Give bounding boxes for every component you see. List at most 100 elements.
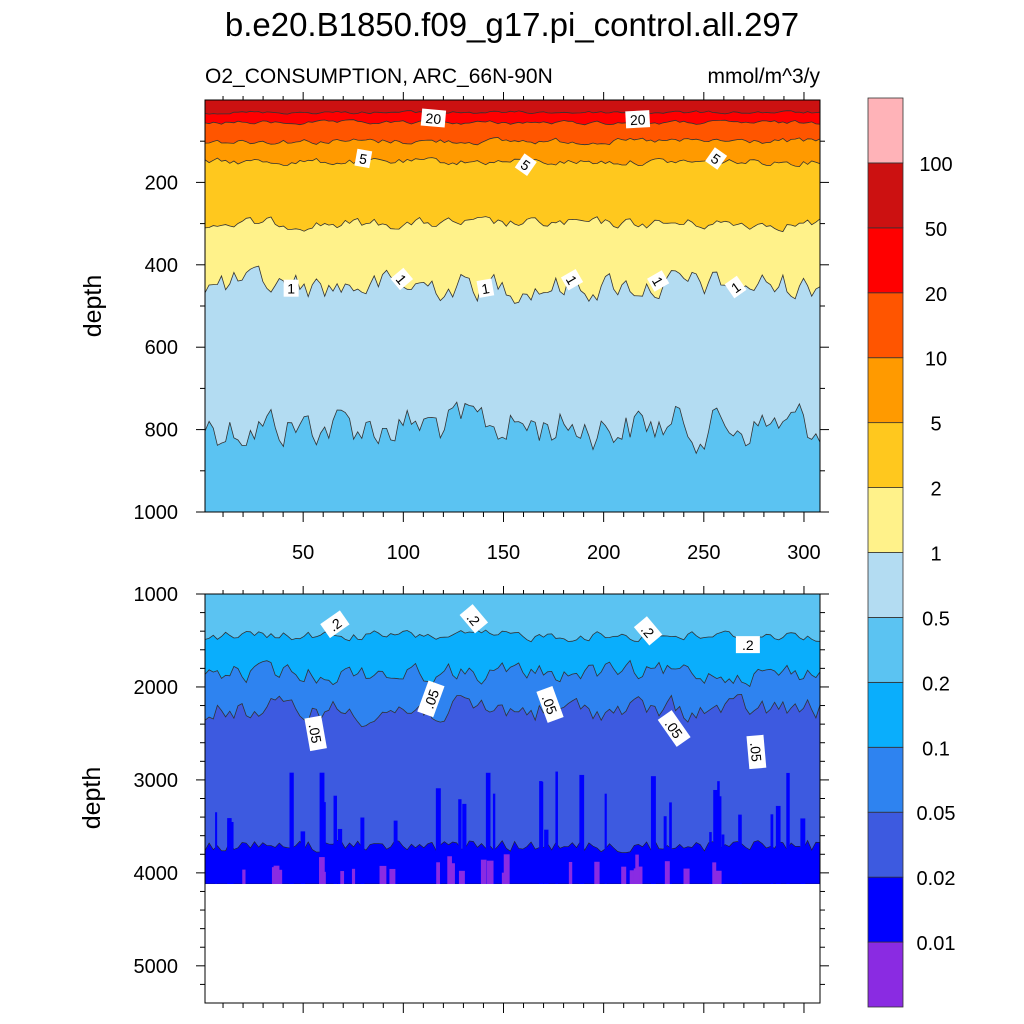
- x-tick-label: 200: [587, 542, 620, 564]
- contour-label: .2: [459, 604, 489, 634]
- contour-label-bg: [459, 604, 489, 634]
- contour-label-text: .2: [742, 637, 754, 653]
- contour-label: 20: [625, 110, 651, 129]
- contour-label: 1: [283, 279, 299, 297]
- lower-spike: [539, 781, 543, 885]
- contour-label: 1: [390, 267, 414, 291]
- lower-spike: [775, 805, 781, 885]
- chart-subtitle-right: mmol/m^3/y: [707, 65, 820, 88]
- contour-label: .05: [536, 686, 564, 723]
- colorbar-label: 5: [930, 414, 941, 436]
- lower-spike: [717, 798, 721, 885]
- lower-spike: [458, 799, 462, 885]
- contour-label-text: 1: [480, 280, 491, 297]
- contour-label-bg: [536, 686, 564, 723]
- lower-spike: [555, 771, 558, 885]
- colorbar-label: 50: [925, 219, 947, 241]
- contour-label-bg: [560, 269, 584, 291]
- lower-band-0.2: [205, 594, 820, 643]
- colorbar: 0.01 0.02 0.05 0.1 0.2 0.5 1 2 5 10 20 50 100: [867, 97, 956, 1008]
- colorbar-swatch: [867, 876, 904, 943]
- contour-label-text: .05: [539, 693, 561, 717]
- lower-blob: [486, 860, 494, 885]
- contour-label-bg: [647, 270, 670, 292]
- contour-label-bg: [417, 680, 445, 718]
- lower-spike: [394, 832, 397, 885]
- y-tick-label: 4000: [134, 863, 179, 885]
- lower-spike: [462, 803, 467, 885]
- lower-blob: [683, 868, 690, 885]
- contour-label-bg: [304, 715, 327, 752]
- y-tick-label: 200: [145, 172, 178, 194]
- contour-label: 1: [560, 269, 584, 291]
- contour-label: .05: [746, 734, 767, 770]
- lower-spike: [360, 817, 365, 885]
- chart-subtitle-left: O2_CONSUMPTION, ARC_66N-90N: [205, 65, 553, 88]
- x-tick-label: 150: [487, 542, 520, 564]
- contour-label-bg: [476, 278, 495, 298]
- y-tick-label: 800: [145, 420, 178, 442]
- colorbar-swatch: [867, 746, 904, 813]
- y-tick-label: 1000: [134, 502, 179, 524]
- colorbar-label: 0.5: [922, 608, 950, 630]
- colorbar-swatch: [867, 227, 904, 294]
- colorbar-swatch: [867, 681, 904, 748]
- lower-spike: [663, 816, 667, 885]
- lower-spike: [709, 832, 712, 885]
- chart-title: b.e20.B1850.f09_g17.pi_control.all.297: [225, 6, 799, 43]
- lower-spike: [321, 802, 326, 885]
- colorbar-label: 0.01: [917, 933, 956, 955]
- contour-label-bg: [625, 110, 651, 129]
- contour-label: 5: [354, 148, 373, 169]
- colorbar-swatch: [867, 811, 904, 878]
- contour-label: .05: [304, 715, 327, 752]
- colorbar-label: 10: [925, 349, 947, 371]
- lower-blob: [568, 861, 573, 885]
- contour-label-bg: [420, 108, 447, 128]
- lower-spike: [435, 788, 441, 885]
- colorbar-label: 0.1: [922, 738, 950, 760]
- contour-label-bg: [657, 710, 691, 747]
- contour-label-bg: [735, 636, 760, 654]
- colorbar-label: 0.05: [917, 803, 956, 825]
- contour-label-bg: [320, 610, 350, 639]
- x-tick-label: 300: [787, 542, 820, 564]
- contour-label-text: .05: [747, 742, 765, 763]
- lower-spike: [721, 834, 725, 885]
- lower-blob: [458, 870, 465, 885]
- lower-blob: [664, 861, 670, 885]
- x-tick-label: 250: [687, 542, 720, 564]
- lower-blob: [436, 862, 440, 885]
- lower-spike: [738, 814, 742, 885]
- lower-spike: [544, 829, 549, 885]
- lower-blob: [629, 870, 635, 885]
- contour-label: 1: [647, 270, 670, 292]
- colorbar-label: 0.02: [917, 868, 956, 890]
- contour-label: .05: [417, 680, 445, 718]
- lower-blob: [712, 862, 717, 885]
- contour-label: .2: [320, 610, 350, 639]
- lower-spike: [786, 772, 790, 885]
- upper-band-50: [205, 100, 820, 103]
- lower-blob: [636, 866, 643, 885]
- contour-label-bg: [354, 148, 373, 169]
- contour-label-bg: [746, 734, 767, 770]
- contour-label: .2: [735, 636, 760, 654]
- y-tick-label: 5000: [134, 956, 179, 978]
- y-tick-label: 600: [145, 337, 178, 359]
- colorbar-swatch: [867, 552, 904, 618]
- colorbar-label: 100: [919, 154, 952, 176]
- lower-spike: [650, 776, 656, 885]
- lower-no-data: [205, 884, 820, 1003]
- colorbar-swatch: [867, 357, 904, 424]
- lower-spike: [300, 831, 306, 885]
- lower-spike: [579, 774, 585, 885]
- lower-blob: [278, 869, 283, 885]
- contour-label-bg: [705, 147, 728, 170]
- lower-spike: [289, 772, 294, 885]
- lower-spike: [215, 812, 218, 885]
- lower-blob: [389, 868, 396, 885]
- contour-label: 1: [476, 278, 495, 298]
- contour-label-text: 20: [425, 110, 442, 127]
